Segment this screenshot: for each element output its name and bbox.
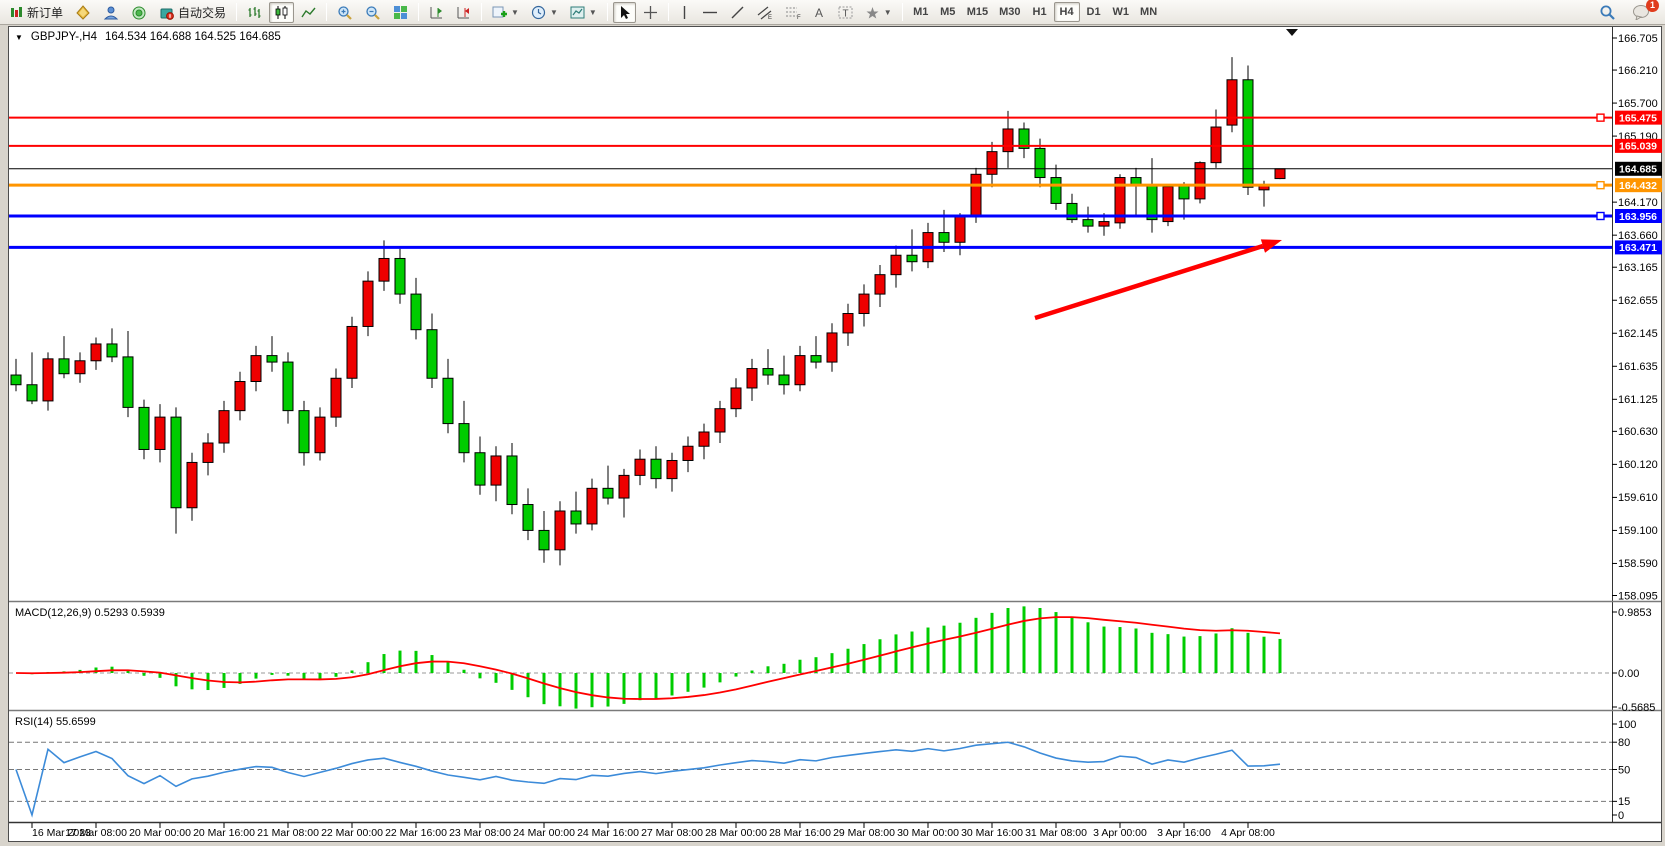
trendline-icon [731,6,744,18]
channel-tool-button[interactable]: E [752,2,778,23]
zoom-in-button[interactable] [332,2,358,23]
dropdown-caret: ▼ [549,7,558,17]
profile-button[interactable] [98,2,124,23]
new-order-label: 新订单 [27,5,64,20]
search-button[interactable] [1594,2,1621,23]
timeframe-bar: M1 M5 M15 M30 H1 H4 D1 W1 MN [908,2,1162,22]
notifications-button[interactable]: 1 [1627,0,1659,23]
new-order-icon [11,6,22,17]
time-axis[interactable] [9,823,1613,842]
timeframe-button-m5[interactable]: M5 [940,6,956,18]
toolbar-separator [606,3,608,21]
chart-flag-down-icon [457,6,470,18]
tile-windows-button[interactable] [388,2,413,23]
toolbar-separator [236,3,238,21]
svg-text:A: A [815,6,823,20]
zoom-out-icon [366,5,380,20]
clock-icon [531,5,546,19]
macd-indicator-label: MACD(12,26,9) 0.5293 0.5939 [15,607,165,619]
fibonacci-icon: F [785,7,801,20]
svg-text:F: F [797,15,801,20]
timeframe-button-mn[interactable]: MN [1140,6,1158,18]
toolbar-right: 1 [1594,0,1661,23]
chart-window: ▼ GBPJPY-,H4 164.534 164.688 164.525 164… [8,26,1662,842]
timeframe-button-d1[interactable]: D1 [1086,6,1101,18]
template-icon [570,6,585,18]
new-order-button[interactable]: 新订单 [4,2,68,23]
search-icon [1600,5,1615,20]
toolbar-separator [326,3,328,21]
bar-chart-mode-button[interactable] [242,2,267,23]
horizontal-line-tool-button[interactable] [697,2,723,23]
toolbar-separator [481,3,483,21]
dropdown-caret: ▼ [588,7,597,17]
rsi-panel[interactable] [9,712,1613,808]
bar-chart-icon [248,6,261,18]
line-chart-icon [301,7,316,17]
add-indicator-icon [492,6,508,17]
chat-bubble-icon [1633,5,1649,20]
text-tool-button[interactable]: A [808,2,831,23]
add-indicator-button[interactable]: ▼ [487,2,524,23]
timeframe-button-m30[interactable]: M30 [999,6,1021,18]
timeframe-button-m1[interactable]: M1 [913,6,929,18]
shapes-icon [866,6,879,18]
timeframe-button-m15[interactable]: M15 [966,6,989,18]
timeframe-button-h4[interactable]: H4 [1053,2,1080,22]
text-label-icon: T [838,6,853,19]
trendline-tool-button[interactable] [725,2,750,23]
timeframe-button-h1[interactable]: H1 [1032,6,1047,18]
crosshair-tool-button[interactable] [638,2,663,23]
chart-flag-up-icon [430,6,443,18]
macd-panel[interactable] [9,603,1613,711]
toolbar-separator [901,3,903,21]
timeframe-button-w1[interactable]: W1 [1112,6,1130,18]
chart-symbol-title: GBPJPY-,H4 [30,31,97,43]
zoom-out-button[interactable] [360,2,386,23]
rsi-indicator-label: RSI(14) 55.6599 [15,716,96,728]
chart-title-caret-icon[interactable]: ▼ [15,32,23,42]
dropdown-caret: ▼ [883,7,892,17]
svg-text:T: T [842,8,848,19]
horizontal-line-icon [702,11,717,13]
autotrade-button[interactable]: 自动交易 [154,2,231,23]
text-a-icon: A [815,6,823,20]
cursor-tool-button[interactable] [612,1,636,23]
candlestick-icon [275,5,288,19]
candle-chart-mode-button[interactable] [269,1,295,23]
label-tool-button[interactable]: T [833,2,858,23]
vertical-line-icon [683,5,685,19]
fibonacci-tool-button[interactable]: F [780,2,806,23]
gold-symbol-button[interactable] [70,2,96,23]
notification-badge: 1 [1646,0,1659,12]
show-sell-levels-button[interactable] [451,2,476,23]
chart-ohlc-values: 164.534 164.688 164.525 164.685 [104,31,281,43]
tile-windows-icon [394,5,408,19]
toolbar-separator [418,3,420,21]
zoom-in-icon [338,5,352,20]
equidistant-channel-icon: E [757,6,772,20]
line-chart-mode-button[interactable] [296,2,321,23]
period-button[interactable]: ▼ [526,2,563,23]
svg-text:E: E [768,15,772,20]
gold-icon [76,4,90,20]
cursor-icon [620,5,630,19]
signals-button[interactable] [126,2,152,23]
user-icon [103,6,119,19]
vertical-line-tool-button[interactable] [674,2,695,23]
main-chart-panel[interactable] [9,27,1613,602]
toolbar: 新订单 自动交易 [0,0,1665,25]
toolbar-separator [667,3,669,21]
template-button[interactable]: ▼ [565,2,602,23]
crosshair-icon [643,5,657,19]
shapes-tool-button[interactable]: ▼ [860,2,897,23]
price-axis[interactable] [1613,27,1662,823]
autotrade-label: 自动交易 [178,5,227,20]
autotrade-icon [160,8,174,20]
chart-title-row: ▼ GBPJPY-,H4 164.534 164.688 164.525 164… [15,31,281,43]
dropdown-caret: ▼ [511,7,519,17]
show-buy-levels-button[interactable] [424,2,449,23]
radar-icon [132,6,146,19]
